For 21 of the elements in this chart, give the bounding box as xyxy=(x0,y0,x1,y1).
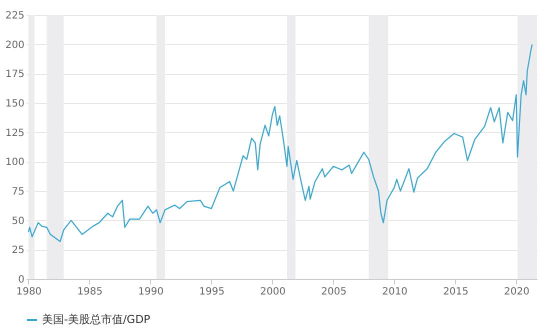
y-tick-label: 200 xyxy=(5,40,24,51)
line-series xyxy=(28,44,533,242)
x-tick-label: 1980 xyxy=(16,286,42,298)
x-tick-label: 1995 xyxy=(199,286,225,298)
x-tick-label: 2005 xyxy=(321,286,347,298)
x-tick-label: 2010 xyxy=(382,286,408,298)
y-tick-label: 150 xyxy=(5,98,24,110)
y-tick-label: 175 xyxy=(5,69,24,80)
y-tick-label: 0 xyxy=(18,274,24,286)
y-tick-label: 225 xyxy=(5,10,24,22)
y-tick-label: 125 xyxy=(5,128,24,139)
y-tick-label: 100 xyxy=(5,157,24,168)
x-tick-label: 2020 xyxy=(504,286,530,298)
y-tick-label: 25 xyxy=(12,245,24,256)
x-tick-label: 2015 xyxy=(443,286,469,298)
y-tick-label: 75 xyxy=(12,186,24,198)
x-tick-label: 1985 xyxy=(77,286,103,298)
x-tick-label: 1990 xyxy=(138,286,164,298)
legend-label: 美国-美股总市值/GDP xyxy=(42,313,151,326)
x-tick-label: 2000 xyxy=(260,286,286,298)
y-tick-label: 50 xyxy=(12,216,24,227)
